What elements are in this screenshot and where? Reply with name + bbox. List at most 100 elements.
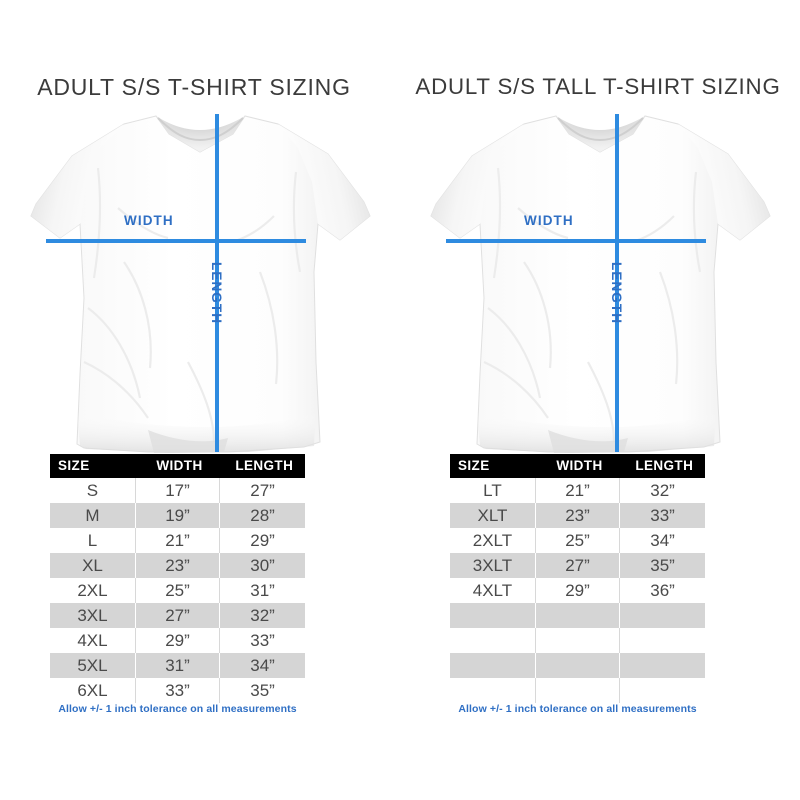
header-width: WIDTH xyxy=(535,454,620,478)
table-row: 6XL 33” 35” xyxy=(50,678,305,703)
tshirt-icon xyxy=(30,115,371,453)
cell-length: 29” xyxy=(219,528,305,553)
cell-width: 31” xyxy=(135,653,221,678)
table-header-row: SIZE WIDTH LENGTH xyxy=(50,454,305,478)
cell-width: 21” xyxy=(535,478,621,503)
cell-length xyxy=(619,628,705,653)
cell-length: 34” xyxy=(619,528,705,553)
cell-length: 32” xyxy=(219,603,305,628)
cell-width xyxy=(535,653,621,678)
sizing-panel-adult-ss: ADULT S/S T-SHIRT SIZING xyxy=(28,74,373,715)
cell-width: 23” xyxy=(535,503,621,528)
cell-width: 25” xyxy=(535,528,621,553)
tolerance-note: Allow +/- 1 inch tolerance on all measur… xyxy=(458,703,697,715)
tshirt-sleeve-left xyxy=(431,124,524,238)
cell-size: LT xyxy=(450,478,536,503)
cell-width xyxy=(535,628,621,653)
table-row: 4XLT 29” 36” xyxy=(450,578,705,603)
cell-size: 4XLT xyxy=(450,578,536,603)
cell-length: 31” xyxy=(219,578,305,603)
tshirt-sleeve-right xyxy=(278,124,370,240)
cell-size: XLT xyxy=(450,503,536,528)
header-length: LENGTH xyxy=(619,454,705,478)
cell-width: 21” xyxy=(135,528,221,553)
cell-size: L xyxy=(50,528,136,553)
tshirt-hem xyxy=(477,412,716,453)
cell-length: 33” xyxy=(219,628,305,653)
cell-width: 27” xyxy=(535,553,621,578)
cell-width: 27” xyxy=(135,603,221,628)
cell-size: 6XL xyxy=(50,678,136,703)
tshirt-diagram: WIDTH LENGTH xyxy=(28,112,373,454)
table-row: S 17” 27” xyxy=(50,478,305,503)
table-row: XLT 23” 33” xyxy=(450,503,705,528)
cell-size: S xyxy=(50,478,136,503)
tshirt-collar-seam xyxy=(557,117,644,142)
cell-size: M xyxy=(50,503,136,528)
cell-width xyxy=(535,603,621,628)
table-row: 3XLT 27” 35” xyxy=(450,553,705,578)
cell-size: 3XL xyxy=(50,603,136,628)
cell-length: 28” xyxy=(219,503,305,528)
table-row-empty xyxy=(450,678,705,703)
table-row-empty xyxy=(450,603,705,628)
table-row-empty xyxy=(450,628,705,653)
sizing-panel-adult-ss-tall: ADULT S/S TALL T-SHIRT SIZING xyxy=(400,0,800,800)
cell-width: 25” xyxy=(135,578,221,603)
cell-length xyxy=(619,603,705,628)
cell-size: 2XLT xyxy=(450,528,536,553)
page-title: ADULT S/S TALL T-SHIRT SIZING xyxy=(415,74,781,99)
table-row: 4XL 29” 33” xyxy=(50,628,305,653)
cell-length: 32” xyxy=(619,478,705,503)
tshirt-hem-fold xyxy=(548,430,628,453)
table-row: 2XLT 25” 34” xyxy=(450,528,705,553)
cell-size: 2XL xyxy=(50,578,136,603)
cell-size xyxy=(450,603,536,628)
cell-length xyxy=(619,653,705,678)
cell-length: 30” xyxy=(219,553,305,578)
table-row: M 19” 28” xyxy=(50,503,305,528)
cell-width: 17” xyxy=(135,478,221,503)
tshirt-collar-seam xyxy=(157,117,244,142)
table-row-empty xyxy=(450,653,705,678)
cell-size xyxy=(450,653,536,678)
cell-width xyxy=(535,678,621,703)
table-row: XL 23” 30” xyxy=(50,553,305,578)
cell-length: 33” xyxy=(619,503,705,528)
size-table-adult-ss-tall: SIZE WIDTH LENGTH LT 21” 32” XLT 23” 33”… xyxy=(450,454,705,703)
table-row: L 21” 29” xyxy=(50,528,305,553)
cell-length: 35” xyxy=(219,678,305,703)
header-width: WIDTH xyxy=(135,454,220,478)
tshirt-hem-fold xyxy=(148,430,228,453)
tshirt-sleeve-left xyxy=(31,124,124,238)
tshirt-sleeve-right xyxy=(678,124,770,240)
tolerance-note: Allow +/- 1 inch tolerance on all measur… xyxy=(58,703,297,715)
tshirt-hem xyxy=(77,412,316,453)
tshirt-collar xyxy=(156,116,245,152)
table-header-row: SIZE WIDTH LENGTH xyxy=(450,454,705,478)
tshirt-icon xyxy=(430,115,771,453)
cell-size xyxy=(450,678,536,703)
header-size: SIZE xyxy=(450,454,536,478)
table-row: 5XL 31” 34” xyxy=(50,653,305,678)
header-length: LENGTH xyxy=(219,454,305,478)
cell-size: XL xyxy=(50,553,136,578)
cell-width: 23” xyxy=(135,553,221,578)
cell-size: 4XL xyxy=(50,628,136,653)
cell-width: 29” xyxy=(135,628,221,653)
cell-size xyxy=(450,628,536,653)
tshirt-collar xyxy=(556,116,645,152)
cell-width: 29” xyxy=(535,578,621,603)
cell-length: 35” xyxy=(619,553,705,578)
header-size: SIZE xyxy=(50,454,136,478)
table-row: 3XL 27” 32” xyxy=(50,603,305,628)
cell-length: 34” xyxy=(219,653,305,678)
tshirt-diagram: WIDTH LENGTH xyxy=(428,112,773,454)
page-title: ADULT S/S T-SHIRT SIZING xyxy=(37,74,351,100)
cell-length xyxy=(619,678,705,703)
size-table-adult-ss: SIZE WIDTH LENGTH S 17” 27” M 19” 28” L … xyxy=(50,454,305,703)
cell-length: 27” xyxy=(219,478,305,503)
cell-size: 5XL xyxy=(50,653,136,678)
cell-length: 36” xyxy=(619,578,705,603)
table-row: 2XL 25” 31” xyxy=(50,578,305,603)
